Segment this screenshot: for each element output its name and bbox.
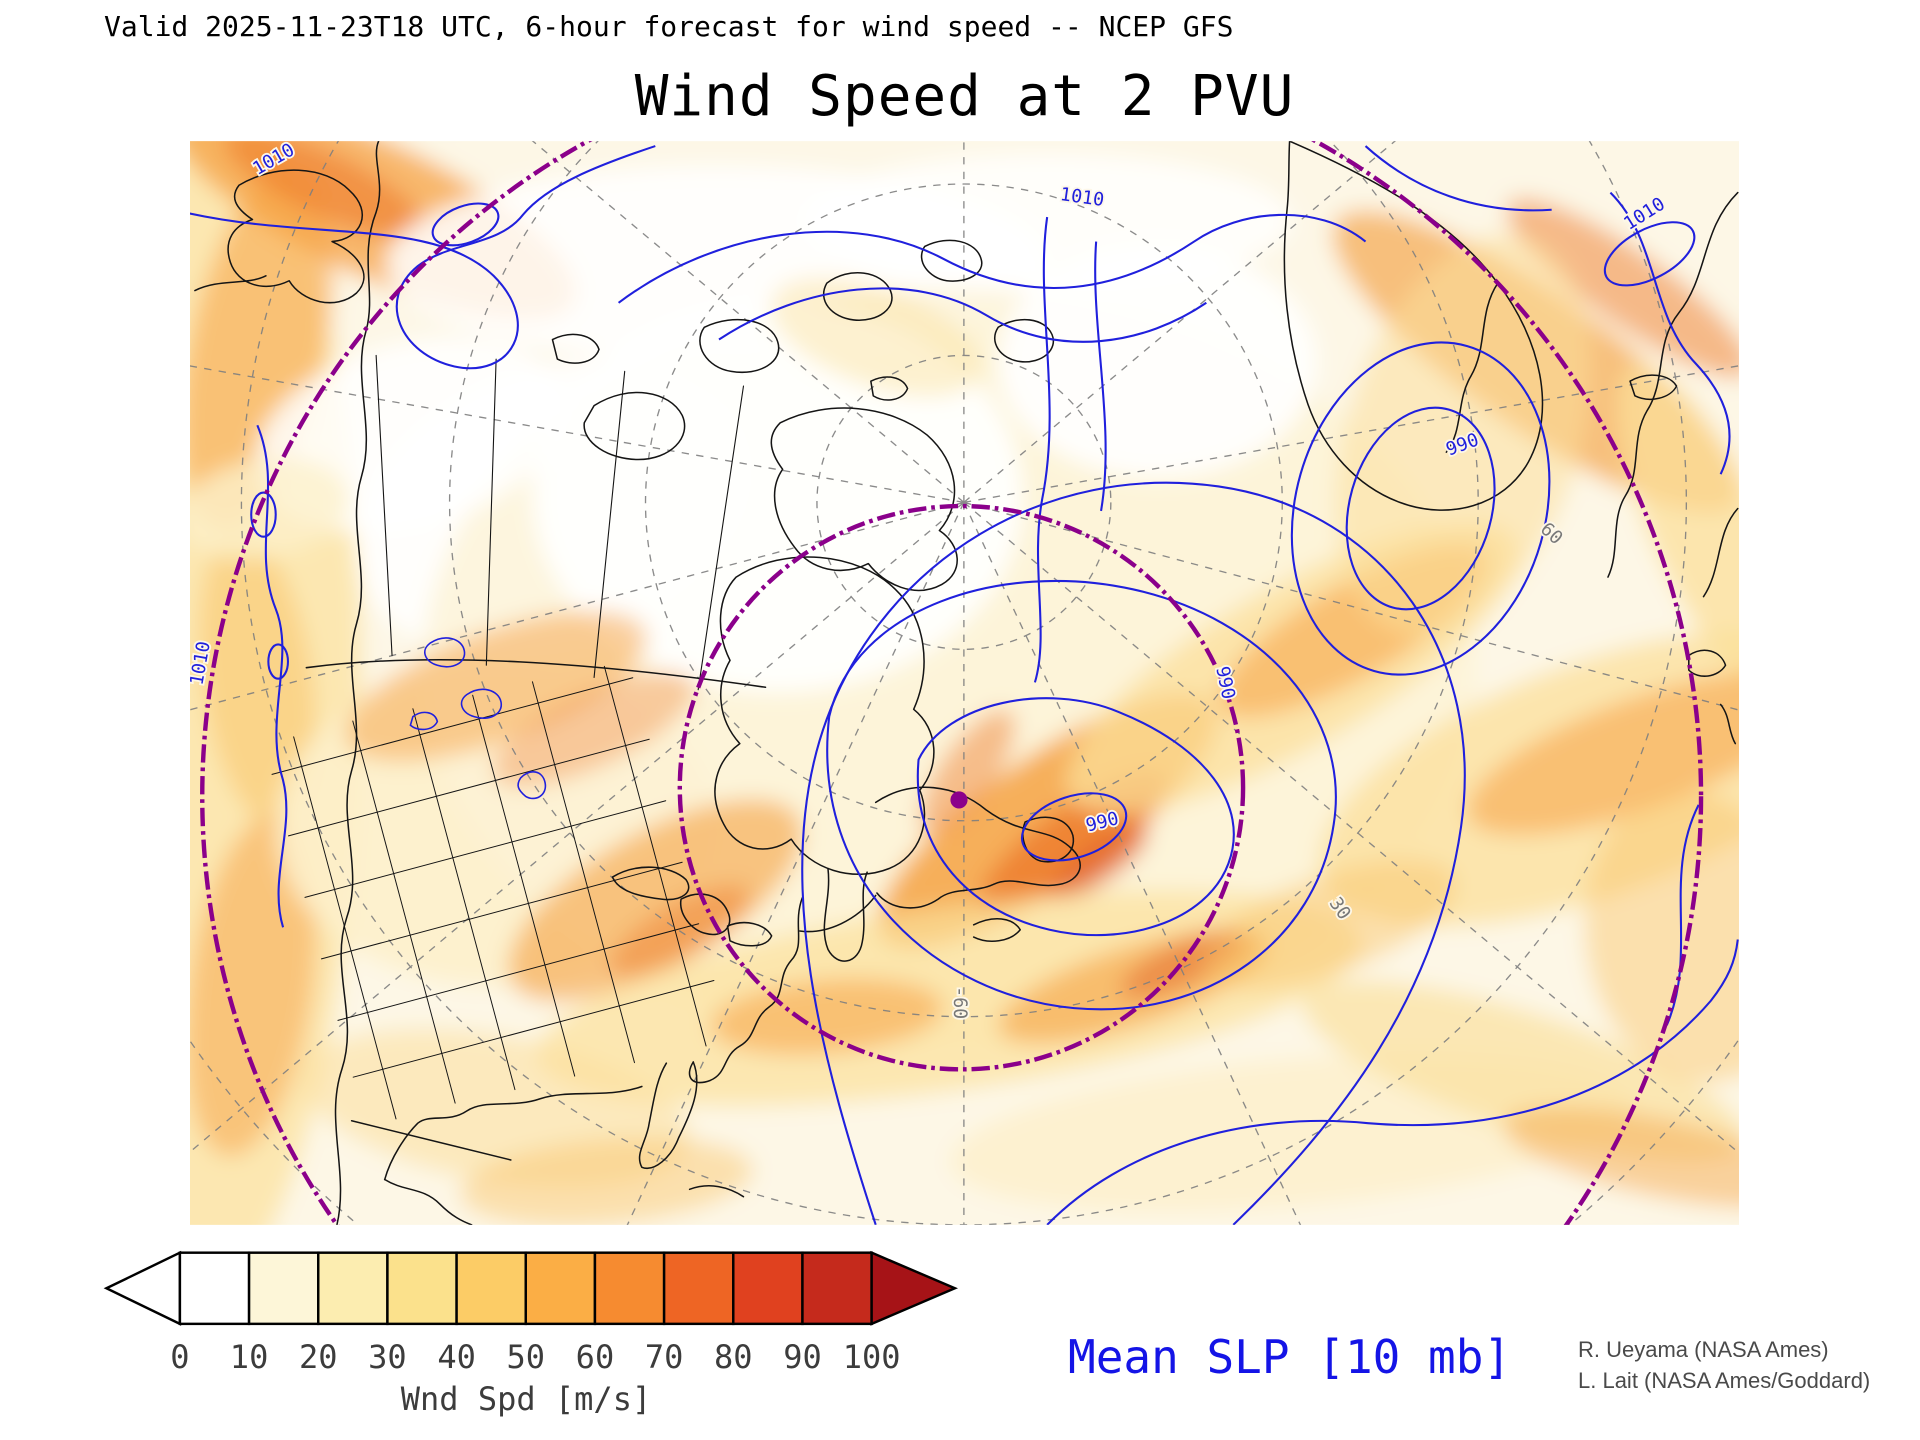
colorbar-segment [178,1251,251,1326]
colorbar-segment [317,1251,389,1326]
credit-line-1: R. Ueyama (NASA Ames) [1578,1337,1829,1362]
colorbar [103,1250,958,1326]
colorbar-segment [732,1251,804,1326]
colorbar-segment [455,1251,527,1326]
colorbar-tick: 0 [170,1338,190,1376]
terminator-lines [200,141,1704,1225]
colorbar-under-arrow [103,1250,182,1326]
colorbar-tick: 40 [437,1338,476,1376]
colorbar-segment [386,1251,458,1326]
credit-line-2: L. Lait (NASA Ames/Goddard) [1578,1368,1871,1393]
location-marker [950,791,968,809]
credits: R. Ueyama (NASA Ames) L. Lait (NASA Ames… [1578,1334,1870,1396]
colorbar-ticks: 0 10 20 30 40 50 60 70 80 90 100 [104,1338,1044,1376]
coastlines [194,141,1739,1225]
colorbar-tick: 70 [644,1338,684,1376]
colorbar-tick: 20 [298,1338,338,1376]
valid-time-text: Valid 2025-11-23T18 UTC, 6-hour forecast… [104,10,1234,43]
colorbar-segment [247,1251,320,1326]
colorbar-tick: 30 [368,1338,407,1376]
colorbar-tick: 90 [783,1338,822,1376]
contour-label: -60 [949,986,970,1019]
colorbar-tick: 10 [229,1338,269,1376]
lakes [409,637,547,800]
colorbar-over-arrow [870,1250,958,1326]
page-title: Wind Speed at 2 PVU [634,64,1295,129]
mean-slp-legend: Mean SLP [10 mb] [1068,1330,1512,1384]
colorbar-segment [801,1251,873,1326]
colorbar-segment [662,1251,735,1326]
colorbar-tick: 100 [842,1338,901,1376]
slp-contours [190,145,1739,1225]
colorbar-tick: 50 [506,1338,546,1376]
colorbar-tick: 60 [575,1338,615,1376]
colorbar-segment [593,1251,666,1326]
colorbar-tick: 80 [714,1338,753,1376]
colorbar-title: Wnd Spd [m/s] [400,1380,652,1418]
colorbar-segment [524,1251,597,1326]
